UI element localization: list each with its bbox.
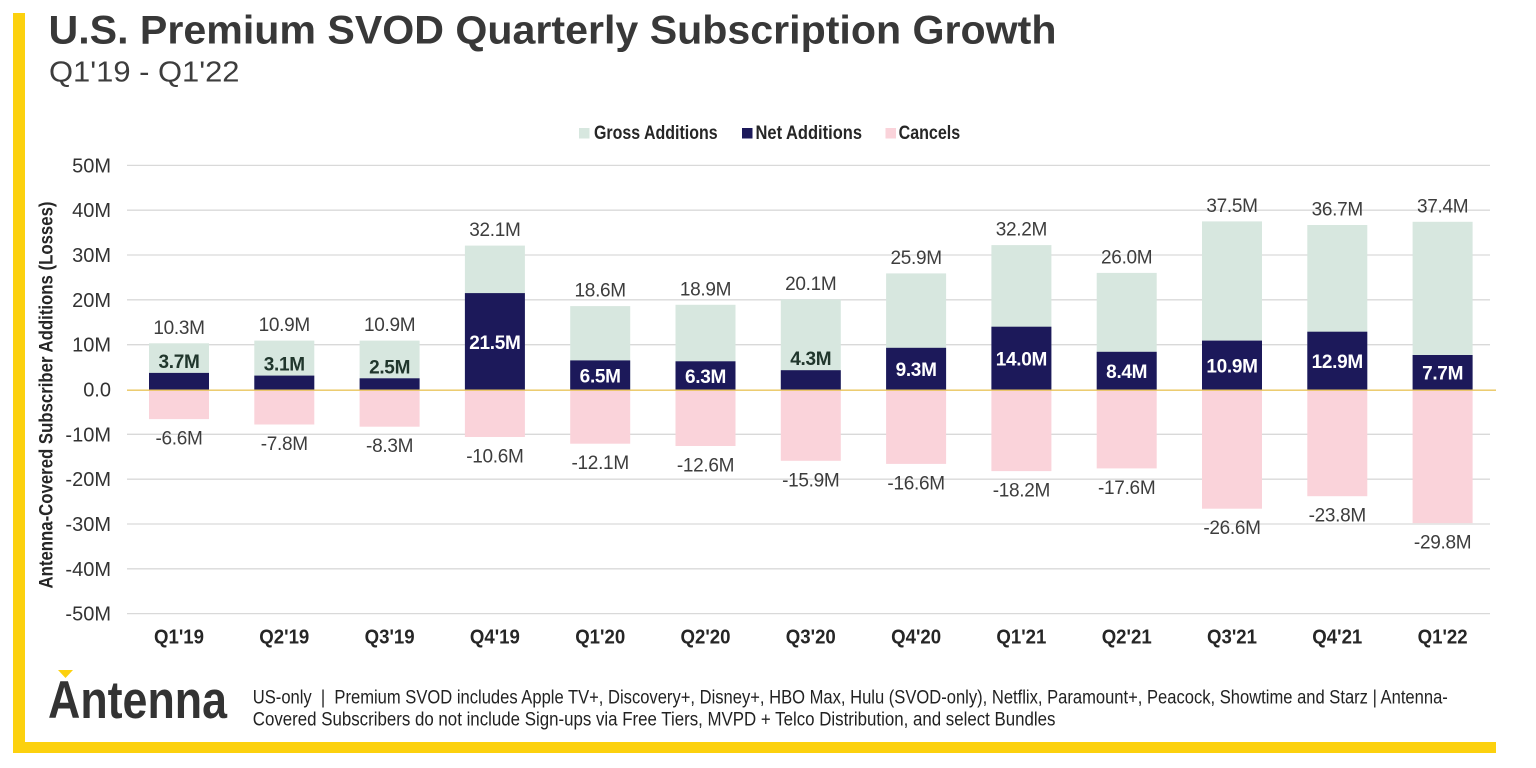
svg-text:37.5M: 37.5M [1206, 196, 1257, 217]
svg-text:4.3M: 4.3M [790, 349, 831, 370]
svg-text:Q1'20: Q1'20 [575, 627, 625, 649]
svg-text:-10M: -10M [65, 424, 111, 446]
svg-text:10.9M: 10.9M [364, 315, 415, 336]
svg-text:-10.6M: -10.6M [466, 447, 523, 468]
svg-text:10M: 10M [72, 335, 111, 357]
svg-text:26.0M: 26.0M [1101, 247, 1152, 268]
svg-text:Gross Additions: Gross Additions [594, 122, 718, 144]
svg-text:32.2M: 32.2M [996, 220, 1047, 241]
svg-text:-50M: -50M [65, 604, 111, 626]
svg-text:20.1M: 20.1M [785, 274, 836, 295]
svg-text:-7.8M: -7.8M [261, 434, 308, 455]
svg-text:Q3'20: Q3'20 [786, 627, 836, 649]
svg-text:Covered Subscribers do not inc: Covered Subscribers do not include Sign-… [253, 709, 1056, 730]
svg-text:Cancels: Cancels [899, 122, 961, 144]
svg-text:Q1'21: Q1'21 [996, 627, 1046, 649]
svg-text:50M: 50M [72, 155, 111, 177]
svg-text:0.0: 0.0 [83, 380, 111, 402]
svg-text:Q1'19 - Q1'22: Q1'19 - Q1'22 [49, 57, 240, 89]
svg-text:Q3'21: Q3'21 [1207, 627, 1257, 649]
svg-text:-6.6M: -6.6M [155, 429, 202, 450]
svg-text:-12.1M: -12.1M [572, 453, 629, 474]
svg-text:6.5M: 6.5M [580, 366, 621, 387]
svg-text:Net Additions: Net Additions [756, 122, 863, 144]
svg-text:Q3'19: Q3'19 [365, 627, 415, 649]
svg-text:-17.6M: -17.6M [1098, 478, 1155, 499]
svg-text:-40M: -40M [65, 559, 111, 581]
svg-text:Q1'22: Q1'22 [1418, 627, 1468, 649]
svg-text:2.5M: 2.5M [369, 357, 410, 378]
svg-text:21.5M: 21.5M [469, 333, 520, 354]
svg-text:32.1M: 32.1M [469, 220, 520, 241]
svg-text:7.7M: 7.7M [1422, 364, 1463, 385]
svg-text:Q2'21: Q2'21 [1102, 627, 1152, 649]
svg-text:U.S. Premium SVOD Quarterly Su: U.S. Premium SVOD Quarterly Subscription… [49, 9, 1057, 53]
svg-text:Q2'19: Q2'19 [259, 627, 309, 649]
svg-text:-29.8M: -29.8M [1414, 533, 1471, 554]
svg-text:14.0M: 14.0M [996, 350, 1047, 371]
svg-text:-18.2M: -18.2M [993, 481, 1050, 502]
svg-text:-12.6M: -12.6M [677, 456, 734, 477]
svg-text:10.9M: 10.9M [1206, 357, 1257, 378]
svg-text:-26.6M: -26.6M [1203, 518, 1260, 539]
svg-text:10.9M: 10.9M [259, 315, 310, 336]
svg-text:Q4'20: Q4'20 [891, 627, 941, 649]
svg-text:18.9M: 18.9M [680, 279, 731, 300]
svg-text:Antenna: Antenna [48, 671, 227, 730]
svg-text:-30M: -30M [65, 514, 111, 536]
svg-text:-23.8M: -23.8M [1309, 506, 1366, 527]
svg-text:Q4'19: Q4'19 [470, 627, 520, 649]
svg-text:-16.6M: -16.6M [887, 473, 944, 494]
svg-text:3.1M: 3.1M [264, 355, 305, 376]
svg-text:20M: 20M [72, 290, 111, 312]
svg-text:30M: 30M [72, 245, 111, 267]
svg-text:-15.9M: -15.9M [782, 470, 839, 491]
svg-text:3.7M: 3.7M [158, 352, 199, 373]
svg-text:Q1'19: Q1'19 [154, 627, 204, 649]
svg-text:9.3M: 9.3M [896, 360, 937, 381]
svg-text:36.7M: 36.7M [1312, 200, 1363, 221]
svg-text:US-only | Premium SVOD inclu: US-only | Premium SVOD includes Apple TV… [253, 688, 1448, 709]
svg-text:Q2'20: Q2'20 [681, 627, 731, 649]
svg-text:-8.3M: -8.3M [366, 436, 413, 457]
svg-text:18.6M: 18.6M [575, 281, 626, 302]
svg-text:Antenna-Covered Subscriber Add: Antenna-Covered Subscriber Additions (Lo… [37, 202, 58, 589]
svg-text:37.4M: 37.4M [1417, 196, 1468, 217]
svg-text:Q4'21: Q4'21 [1312, 627, 1362, 649]
svg-text:-20M: -20M [65, 469, 111, 491]
svg-text:10.3M: 10.3M [153, 318, 204, 339]
svg-text:25.9M: 25.9M [890, 248, 941, 269]
svg-text:12.9M: 12.9M [1312, 352, 1363, 373]
svg-text:40M: 40M [72, 200, 111, 222]
svg-text:6.3M: 6.3M [685, 367, 726, 388]
svg-text:8.4M: 8.4M [1106, 362, 1147, 383]
